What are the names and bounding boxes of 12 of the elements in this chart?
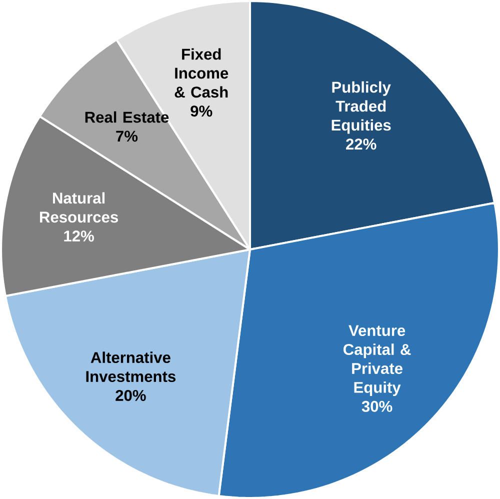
data-label: 20% — [116, 390, 146, 401]
slice-label: Publicly Traded Equities — [332, 81, 391, 134]
data-label: 9% — [190, 106, 212, 117]
slice-label: Natural Resources — [40, 192, 118, 223]
data-label: 30% — [362, 400, 392, 412]
data-label: 7% — [116, 130, 138, 142]
slice-label: Venture Capital & Private Equity — [344, 325, 411, 396]
slice-label: Real Estate — [85, 111, 169, 123]
slice-label: Fixed Income & Cash — [174, 48, 228, 98]
data-label: 22% — [346, 138, 376, 150]
data-label: 12% — [64, 230, 94, 242]
slice-label: Alternative Investments — [86, 352, 176, 382]
